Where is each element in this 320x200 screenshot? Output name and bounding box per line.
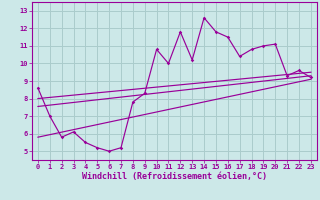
X-axis label: Windchill (Refroidissement éolien,°C): Windchill (Refroidissement éolien,°C) [82,172,267,181]
